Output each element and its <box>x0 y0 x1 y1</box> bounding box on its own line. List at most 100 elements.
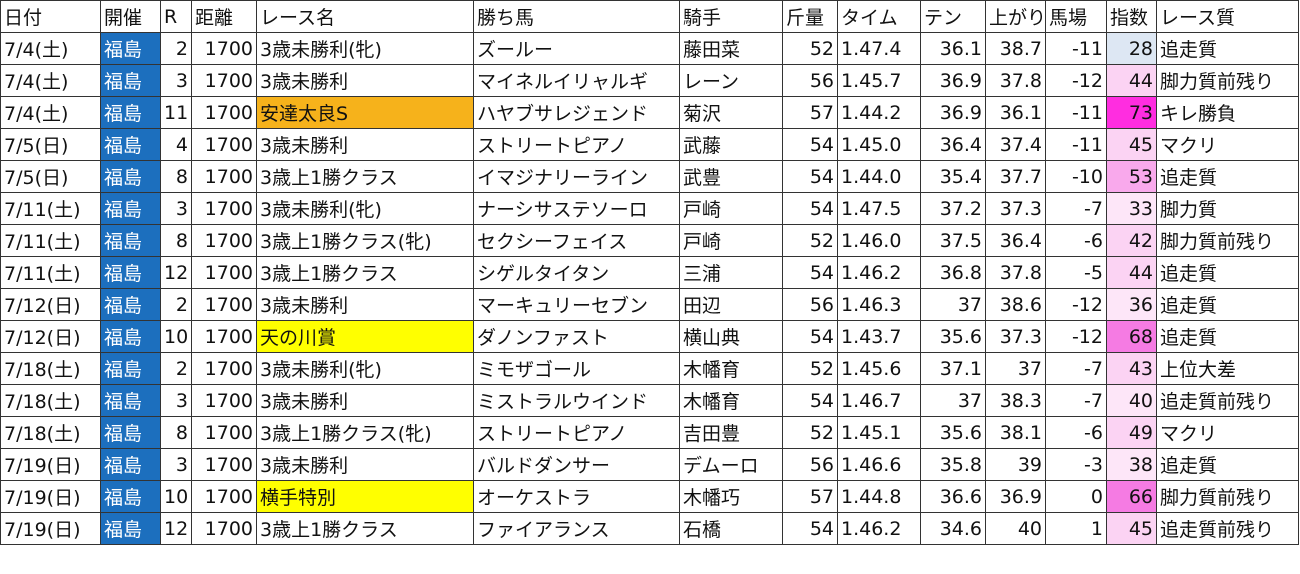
table-row: 7/4(土) 福島 3 1700 3歳未勝利 マイネルイリャルギ レーン 56 1.45.7 36… <box>0 64 1299 97</box>
jockey-cell: 菊沢 <box>679 96 783 129</box>
venue-cell: 福島 <box>100 32 161 65</box>
header-distance: 距離 <box>191 0 257 33</box>
race-name-cell: 3歳上1勝クラス <box>256 160 474 193</box>
index-cell: 38 <box>1106 448 1157 481</box>
track-condition-cell: -5 <box>1045 256 1107 289</box>
race-number-cell: 12 <box>160 256 192 289</box>
header-time: タイム <box>837 0 921 33</box>
venue-cell: 福島 <box>100 160 161 193</box>
index-cell: 43 <box>1106 352 1157 385</box>
race-quality-cell: 追走質前残り <box>1156 384 1299 417</box>
index-cell: 45 <box>1106 512 1157 545</box>
date-cell: 7/4(土) <box>0 32 101 65</box>
index-cell: 73 <box>1106 96 1157 129</box>
weight-cell: 54 <box>782 384 838 417</box>
index-cell: 49 <box>1106 416 1157 449</box>
time-cell: 1.44.8 <box>837 480 921 513</box>
distance-cell: 1700 <box>191 192 257 225</box>
ten-cell: 37.1 <box>920 352 986 385</box>
time-cell: 1.46.2 <box>837 512 921 545</box>
race-quality-cell: 脚力質前残り <box>1156 224 1299 257</box>
time-cell: 1.47.5 <box>837 192 921 225</box>
jockey-cell: 横山典 <box>679 320 783 353</box>
ten-cell: 37 <box>920 288 986 321</box>
table-row: 7/19(日) 福島 3 1700 3歳未勝利 バルドダンサー デムーロ 56 1.46.6 35… <box>0 448 1299 481</box>
jockey-cell: 田辺 <box>679 288 783 321</box>
date-cell: 7/5(日) <box>0 160 101 193</box>
time-cell: 1.47.4 <box>837 32 921 65</box>
race-number-cell: 12 <box>160 512 192 545</box>
header-index: 指数 <box>1106 0 1157 33</box>
race-name-cell: 3歳上1勝クラス(牝) <box>256 224 474 257</box>
index-cell: 44 <box>1106 64 1157 97</box>
jockey-cell: 三浦 <box>679 256 783 289</box>
ten-cell: 35.4 <box>920 160 986 193</box>
table-row: 7/19(日) 福島 12 1700 3歳上1勝クラス ファイアランス 石橋 54 1.46.2… <box>0 512 1299 545</box>
agari-cell: 37.7 <box>985 160 1046 193</box>
table-row: 7/4(土) 福島 11 1700 安達太良S ハヤブサレジェンド 菊沢 57 1.44.2 36… <box>0 96 1299 129</box>
winner-cell: イマジナリーライン <box>473 160 680 193</box>
distance-cell: 1700 <box>191 352 257 385</box>
ten-cell: 34.6 <box>920 512 986 545</box>
ten-cell: 36.9 <box>920 96 986 129</box>
agari-cell: 38.3 <box>985 384 1046 417</box>
distance-cell: 1700 <box>191 288 257 321</box>
distance-cell: 1700 <box>191 32 257 65</box>
weight-cell: 52 <box>782 224 838 257</box>
weight-cell: 56 <box>782 448 838 481</box>
venue-cell: 福島 <box>100 192 161 225</box>
time-cell: 1.44.0 <box>837 160 921 193</box>
table-row: 7/12(日) 福島 10 1700 天の川賞 ダノンファスト 横山典 54 1.43.7 35.… <box>0 320 1299 353</box>
winner-cell: セクシーフェイス <box>473 224 680 257</box>
weight-cell: 54 <box>782 256 838 289</box>
race-name-cell: 3歳上1勝クラス(牝) <box>256 416 474 449</box>
track-condition-cell: -6 <box>1045 416 1107 449</box>
race-quality-cell: マクリ <box>1156 416 1299 449</box>
ten-cell: 35.6 <box>920 320 986 353</box>
table-row: 7/4(土) 福島 2 1700 3歳未勝利(牝) ズールー 藤田菜 52 1.47.4 36.1… <box>0 32 1299 65</box>
index-cell: 42 <box>1106 224 1157 257</box>
race-name-cell: 横手特別 <box>256 480 474 513</box>
date-cell: 7/4(土) <box>0 96 101 129</box>
jockey-cell: 石橋 <box>679 512 783 545</box>
distance-cell: 1700 <box>191 416 257 449</box>
ten-cell: 37.5 <box>920 224 986 257</box>
jockey-cell: 吉田豊 <box>679 416 783 449</box>
race-name-cell: 3歳上1勝クラス <box>256 512 474 545</box>
track-condition-cell: -7 <box>1045 192 1107 225</box>
jockey-cell: 木幡育 <box>679 384 783 417</box>
track-condition-cell: 0 <box>1045 480 1107 513</box>
time-cell: 1.45.1 <box>837 416 921 449</box>
index-cell: 28 <box>1106 32 1157 65</box>
date-cell: 7/5(日) <box>0 128 101 161</box>
track-condition-cell: -6 <box>1045 224 1107 257</box>
winner-cell: ミストラルウインド <box>473 384 680 417</box>
venue-cell: 福島 <box>100 96 161 129</box>
weight-cell: 54 <box>782 512 838 545</box>
winner-cell: ズールー <box>473 32 680 65</box>
header-race-quality: レース質 <box>1156 0 1299 33</box>
track-condition-cell: 1 <box>1045 512 1107 545</box>
track-condition-cell: -12 <box>1045 288 1107 321</box>
race-name-cell: 3歳上1勝クラス <box>256 256 474 289</box>
agari-cell: 37 <box>985 352 1046 385</box>
race-quality-cell: キレ勝負 <box>1156 96 1299 129</box>
time-cell: 1.45.6 <box>837 352 921 385</box>
time-cell: 1.45.7 <box>837 64 921 97</box>
weight-cell: 52 <box>782 352 838 385</box>
date-cell: 7/18(土) <box>0 352 101 385</box>
weight-cell: 54 <box>782 128 838 161</box>
table-row: 7/11(土) 福島 12 1700 3歳上1勝クラス シゲルタイタン 三浦 54 1.46.2… <box>0 256 1299 289</box>
ten-cell: 35.8 <box>920 448 986 481</box>
distance-cell: 1700 <box>191 320 257 353</box>
track-condition-cell: -11 <box>1045 32 1107 65</box>
distance-cell: 1700 <box>191 96 257 129</box>
winner-cell: マーキュリーセブン <box>473 288 680 321</box>
track-condition-cell: -12 <box>1045 320 1107 353</box>
date-cell: 7/12(日) <box>0 288 101 321</box>
jockey-cell: 藤田菜 <box>679 32 783 65</box>
winner-cell: シゲルタイタン <box>473 256 680 289</box>
weight-cell: 57 <box>782 96 838 129</box>
distance-cell: 1700 <box>191 480 257 513</box>
race-number-cell: 3 <box>160 192 192 225</box>
